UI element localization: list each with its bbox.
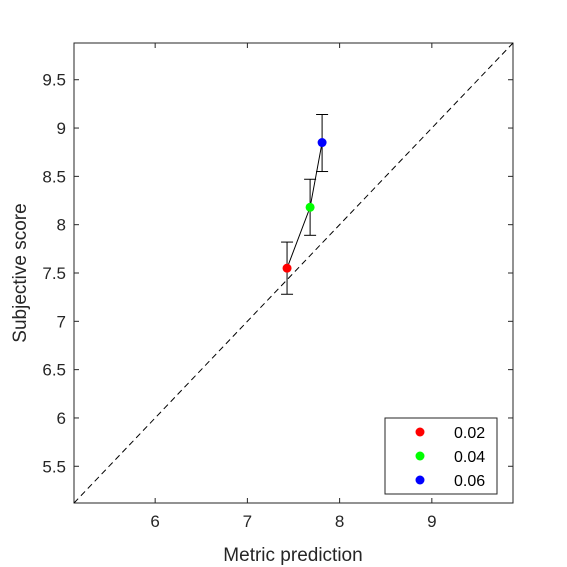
legend-marker [415, 451, 425, 461]
y-tick-label: 7 [57, 312, 66, 331]
ticks-group: 6 7 8 9 5.5 6 6.5 7 7.5 8 8.5 9 9.5 [42, 43, 513, 531]
y-tick-label: 8.5 [42, 167, 66, 186]
legend-marker [415, 475, 425, 485]
data-point [305, 202, 315, 212]
x-tick-label: 6 [150, 512, 159, 531]
y-tick-label: 7.5 [42, 264, 66, 283]
x-tick-label: 9 [427, 512, 436, 531]
y-tick-label: 6.5 [42, 361, 66, 380]
y-tick-label: 9.5 [42, 71, 66, 90]
data-point [282, 263, 292, 273]
y-tick-label: 9 [57, 119, 66, 138]
y-tick-label: 8 [57, 216, 66, 235]
series-group [281, 114, 329, 295]
legend-marker [415, 427, 425, 437]
legend-box [384, 417, 498, 495]
identity-reference-line [73, 42, 514, 504]
reference-line-group [73, 42, 514, 504]
y-tick-label: 5.5 [42, 457, 66, 476]
legend-label: 0.04 [454, 449, 485, 466]
y-axis-title: Subjective score [10, 203, 31, 342]
legend: 0.02 0.04 0.06 [384, 417, 498, 495]
data-point [317, 138, 327, 148]
y-tick-label: 6 [57, 409, 66, 428]
x-tick-label: 8 [335, 512, 344, 531]
legend-label: 0.02 [454, 425, 485, 442]
x-tick-label: 7 [243, 512, 252, 531]
legend-label: 0.06 [454, 473, 485, 490]
x-axis-title: Metric prediction [223, 545, 362, 566]
